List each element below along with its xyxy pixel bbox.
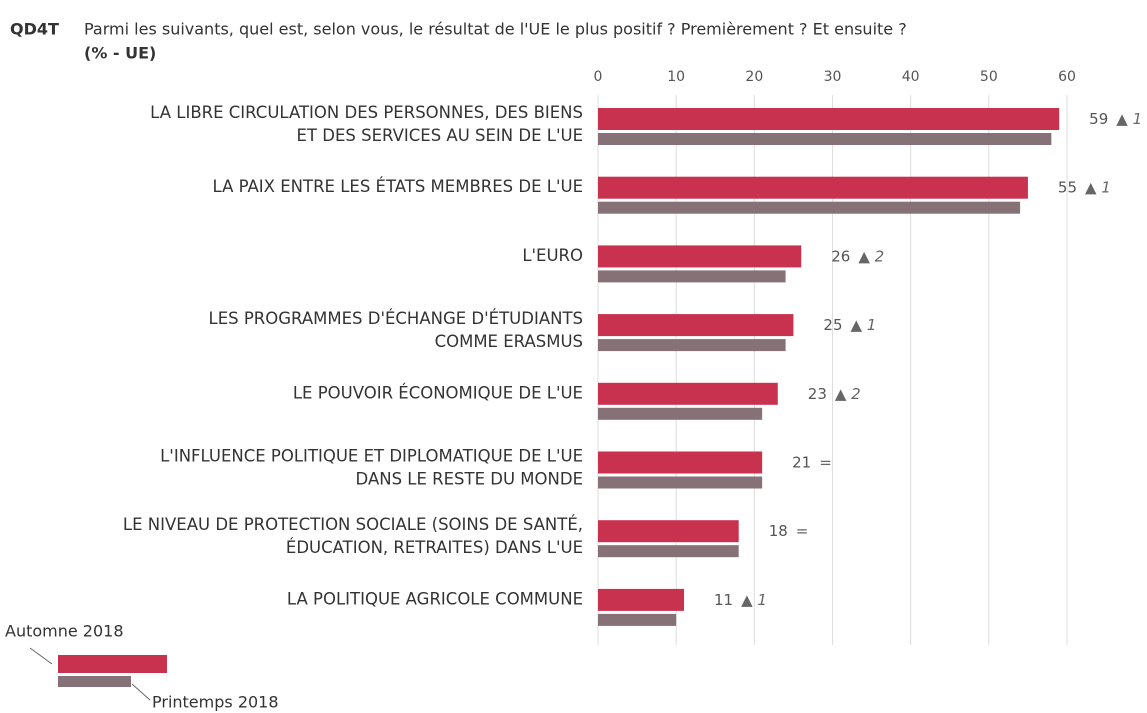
bar [598, 108, 1060, 130]
bar [598, 476, 763, 489]
category-label: COMME ERASMUS [435, 332, 583, 351]
value-label: 25 ▲ 1 [823, 316, 876, 334]
bar [598, 270, 786, 283]
bar [598, 201, 1021, 214]
value-label: 55 ▲ 1 [1058, 178, 1111, 196]
category-label: DANS LE RESTE DU MONDE [356, 470, 583, 489]
value-number: 55 [1058, 178, 1077, 196]
x-tick-label: 50 [980, 69, 998, 85]
x-tick-label: 40 [902, 69, 920, 85]
value-label: 21 = [792, 453, 832, 471]
x-tick-label: 0 [594, 69, 603, 85]
value-number: 25 [823, 316, 842, 334]
x-tick-label: 30 [824, 69, 842, 85]
change-label: = [796, 522, 809, 540]
value-number: 18 [769, 522, 788, 540]
bar [598, 339, 786, 352]
change-label: = [819, 453, 832, 471]
bar [598, 613, 677, 626]
category-label: L'INFLUENCE POLITIQUE ET DIPLOMATIQUE DE… [160, 447, 583, 466]
chart-title: Parmi les suivants, quel est, selon vous… [84, 20, 907, 39]
legend-leader [131, 683, 151, 701]
value-number: 21 [792, 453, 811, 471]
change-label: ▲ 2 [835, 384, 861, 402]
bar [598, 133, 1052, 145]
bar [598, 314, 794, 337]
category-label: LA LIBRE CIRCULATION DES PERSONNES, DES … [150, 103, 583, 122]
question-code: QD4T [10, 20, 59, 39]
bar [598, 520, 739, 543]
bar [598, 588, 684, 611]
x-tick-label: 10 [667, 69, 685, 85]
value-label: 59 ▲ 1 [1089, 110, 1142, 128]
bar [598, 545, 739, 558]
legend-swatch [58, 676, 131, 687]
value-label: 26 ▲ 2 [831, 247, 884, 265]
value-label: 23 ▲ 2 [808, 384, 861, 402]
x-tick-label: 20 [745, 69, 763, 85]
bar [598, 176, 1028, 199]
change-label: ▲ 1 [741, 590, 767, 608]
change-label: ▲ 1 [851, 316, 877, 334]
category-label: LES PROGRAMMES D'ÉCHANGE D'ÉTUDIANTS [209, 309, 583, 328]
x-tick-label: 60 [1058, 69, 1076, 85]
legend-label: Automne 2018 [5, 622, 124, 641]
change-label: ▲ 2 [858, 247, 884, 265]
legend-swatch [58, 655, 167, 673]
category-label: ET DES SERVICES AU SEIN DE L'UE [297, 126, 583, 145]
bar [598, 245, 802, 268]
value-number: 23 [808, 384, 827, 402]
value-label: 18 = [769, 522, 809, 540]
category-label: LA PAIX ENTRE LES ÉTATS MEMBRES DE L'UE [213, 177, 583, 196]
value-label: 11 ▲ 1 [714, 590, 767, 608]
value-number: 11 [714, 590, 733, 608]
category-label: LA POLITIQUE AGRICOLE COMMUNE [287, 589, 583, 608]
value-number: 59 [1089, 110, 1108, 128]
bar [598, 382, 778, 405]
value-number: 26 [831, 247, 850, 265]
category-label: LE POUVOIR ÉCONOMIQUE DE L'UE [293, 383, 583, 402]
bar [598, 407, 763, 420]
chart-subtitle: (% - UE) [84, 44, 156, 63]
category-label: ÉDUCATION, RETRAITES) DANS L'UE [286, 538, 583, 557]
legend-label: Printemps 2018 [152, 693, 279, 712]
bar [598, 451, 763, 474]
category-label: LE NIVEAU DE PROTECTION SOCIALE (SOINS D… [123, 515, 583, 534]
change-label: ▲ 1 [1116, 110, 1142, 128]
change-label: ▲ 1 [1085, 178, 1111, 196]
legend-leader [29, 647, 53, 665]
category-label: L'EURO [522, 246, 583, 265]
